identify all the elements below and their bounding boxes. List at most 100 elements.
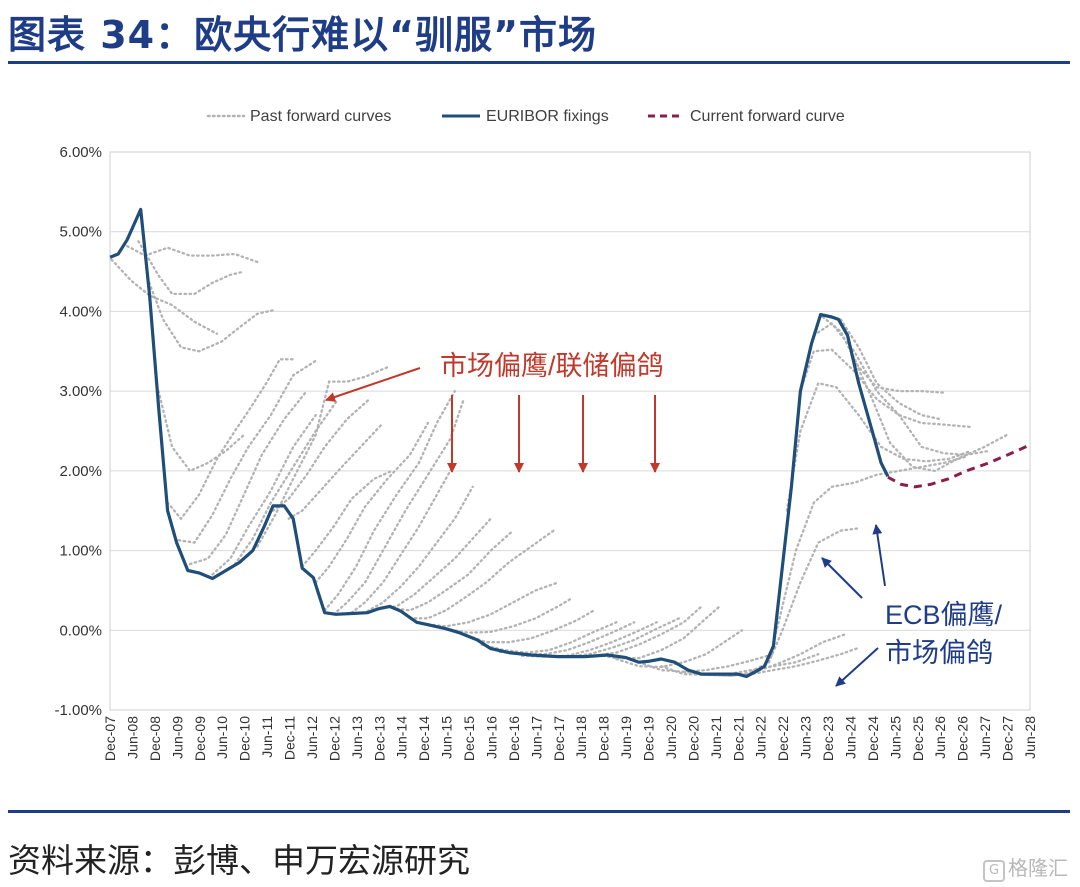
series-past-forward-curve — [366, 485, 474, 613]
series-past-forward-curve — [498, 621, 636, 656]
x-tick-label: Dec-14 — [416, 716, 432, 761]
series-euribor-fixings — [109, 207, 890, 679]
x-tick-label: Jun-17 — [528, 716, 544, 759]
y-tick-label: 4.00% — [59, 303, 102, 320]
watermark: G 格隆汇 — [983, 852, 1068, 882]
series-past-forward-curve — [137, 240, 246, 296]
series-past-forward-curve — [749, 527, 860, 673]
x-tick-label: Dec-23 — [820, 716, 836, 761]
x-tick-label: Dec-08 — [147, 716, 163, 761]
x-tick-label: Dec-27 — [1000, 716, 1016, 761]
series-past-forward-curve — [462, 609, 596, 644]
source-note: 资料来源：彭博、申万宏源研究 — [8, 841, 470, 880]
x-tick-label: Dec-11 — [282, 716, 298, 760]
x-axis: Dec-07 Jun-08 Dec-08 Jun-09 Dec-09 Jun-10 Dec-… — [102, 716, 1038, 761]
series-past-forward-curve — [166, 358, 295, 521]
series-past-forward-curve — [256, 366, 389, 548]
series-past-forward-curve — [799, 348, 973, 429]
series-past-forward-curve — [188, 389, 308, 566]
x-tick-label: Jun-10 — [214, 716, 230, 759]
annotation-market-hawkish: 市场偏鹰/联储偏鸽 — [440, 351, 664, 381]
x-tick-label: Dec-15 — [461, 716, 477, 761]
x-tick-label: Jun-22 — [753, 716, 769, 759]
x-tick-label: Dec-18 — [596, 716, 612, 761]
chart-canvas: -1.00% 0.00% 1.00% 2.00% 3.00% 4.00% 5.00% 6.00… — [54, 108, 1038, 761]
plot-area-border — [109, 151, 1031, 711]
x-tick-label: Jun-25 — [887, 716, 903, 759]
y-tick-label: 1.00% — [59, 543, 102, 560]
x-tick-label: Jun-11 — [259, 716, 275, 758]
annotation-arrow-down-left — [835, 647, 879, 687]
annotation-arrow-left — [325, 367, 421, 402]
series-past-forward-curve — [812, 321, 990, 457]
annotation-ecb-hawkish: ECB偏鹰/ — [885, 600, 1003, 630]
x-tick-label: Jun-28 — [1022, 716, 1038, 759]
y-tick-label: 5.00% — [59, 224, 102, 241]
series-past-forward-curve — [332, 397, 465, 616]
x-tick-label: Dec-26 — [955, 716, 971, 761]
x-tick-label: Jun-27 — [977, 716, 993, 759]
series-past-forward-curve — [271, 397, 371, 512]
series-past-forward-curve — [709, 633, 847, 677]
annotation-market-dovish: 市场偏鸽 — [885, 638, 993, 668]
annotations: 市场偏鹰/联储偏鸽 ECB偏鹰/ 市场偏鸽 — [325, 351, 1003, 687]
watermark-text: 格隆汇 — [1008, 856, 1068, 880]
series-past-forward-curve — [323, 389, 456, 612]
series-past-forward-curve — [233, 397, 340, 566]
annotation-arrow-up-left — [821, 557, 863, 599]
y-axis: -1.00% 0.00% 1.00% 2.00% 3.00% 4.00% 5.00% 6.00… — [54, 144, 102, 719]
x-tick-label: Dec-09 — [192, 716, 208, 761]
x-tick-label: Jun-18 — [573, 716, 589, 759]
series-past-forward-curve — [110, 258, 219, 335]
series-past-forward-curve — [287, 421, 385, 520]
x-tick-label: Dec-12 — [326, 716, 342, 761]
x-tick-label: Dec-10 — [237, 716, 253, 761]
y-tick-label: 3.00% — [59, 383, 102, 400]
legend-label-current: Current forward curve — [690, 108, 845, 125]
footer-divider — [8, 810, 1070, 813]
annotation-arrow-up — [872, 524, 886, 587]
series-past-forward-curve — [422, 581, 560, 628]
x-tick-label: Jun-21 — [708, 716, 724, 759]
series-past-forward-curve — [211, 413, 317, 576]
x-tick-label: Dec-25 — [910, 716, 926, 761]
x-tick-label: Jun-16 — [483, 716, 499, 759]
series-past-forward-curve — [177, 359, 317, 544]
series-past-forward-curve — [660, 653, 820, 677]
y-tick-label: 2.00% — [59, 463, 102, 480]
chart-title: 图表 34：欧央行难以“驯服”市场 — [8, 13, 598, 57]
legend-label-euribor: EURIBOR fixings — [486, 108, 609, 125]
x-tick-label: Jun-24 — [842, 716, 858, 759]
x-tick-label: Dec-13 — [371, 716, 387, 761]
x-tick-label: Dec-16 — [506, 716, 522, 761]
legend: Past forward curves EURIBOR fixings Curr… — [206, 108, 845, 125]
series-past-forward-curve — [146, 276, 277, 353]
series-past-forward-curve — [157, 389, 246, 473]
series-past-forward-curve — [314, 421, 430, 584]
series-past-forward-curve — [853, 358, 1008, 473]
x-tick-label: Jun-26 — [932, 716, 948, 759]
series-past-forward-curve — [597, 605, 721, 660]
x-tick-label: Jun-08 — [124, 716, 140, 759]
title-divider — [8, 61, 1070, 64]
series-past-forward-curve — [301, 469, 394, 568]
x-tick-label: Jun-14 — [394, 716, 410, 759]
series-past-forward-curve — [821, 315, 946, 394]
x-tick-label: Jun-20 — [663, 716, 679, 759]
x-tick-label: Dec-07 — [102, 716, 118, 761]
series-past-forward-curve — [444, 597, 573, 634]
euribor-and-current — [109, 207, 1030, 679]
x-tick-label: Jun-13 — [349, 716, 365, 759]
x-tick-label: Dec-20 — [685, 716, 701, 761]
series-past-forward-curve — [350, 461, 456, 614]
series-past-forward-curve — [615, 629, 744, 669]
series-past-forward-curve — [408, 529, 555, 620]
series-current-forward-curve — [887, 443, 1030, 489]
series-past-forward-curve — [767, 455, 968, 664]
x-tick-label: Jun-15 — [439, 716, 455, 759]
x-tick-label: Dec-21 — [730, 716, 746, 761]
series-past-forward-curve — [839, 318, 941, 421]
x-tick-label: Dec-19 — [641, 716, 657, 761]
x-tick-label: Jun-09 — [169, 716, 185, 759]
series-past-forward-curve — [377, 517, 492, 610]
